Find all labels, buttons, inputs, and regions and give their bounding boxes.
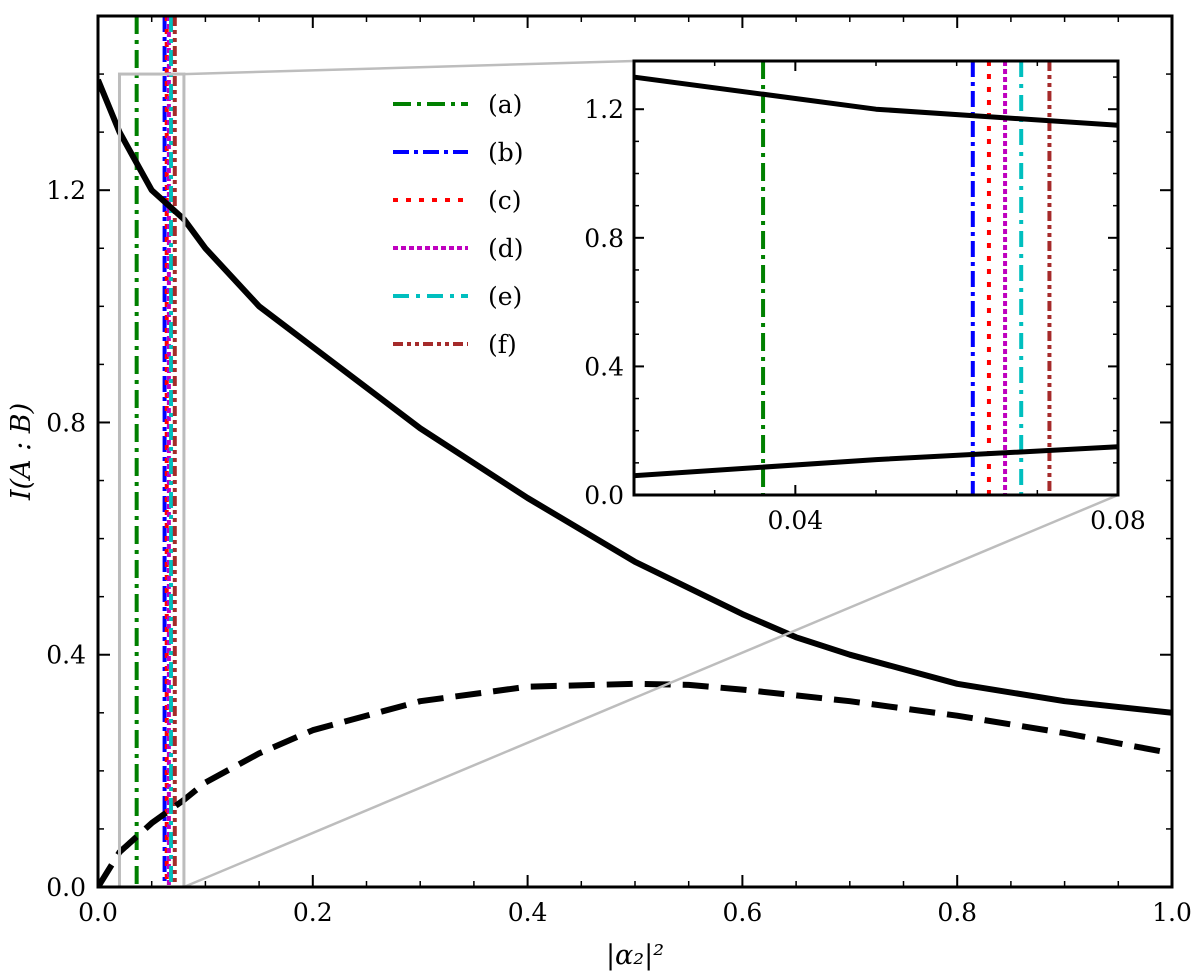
inset-plot-area: [634, 61, 1118, 495]
x-tick-label: 0.2: [293, 898, 333, 927]
inset-x-tick-label: 0.08: [1090, 506, 1146, 535]
y-tick-label: 0.0: [46, 873, 86, 902]
legend-label-f: (f): [488, 330, 517, 359]
series-solid: [98, 78, 1172, 716]
x-tick-label: 0.8: [937, 898, 977, 927]
x-tick-label: 0.0: [78, 898, 118, 927]
legend-label-d: (d): [488, 234, 524, 263]
inset-y-tick-label: 0.4: [584, 352, 624, 381]
y-axis-label: I(A : B): [6, 403, 37, 501]
legend-label-c: (c): [488, 186, 522, 215]
legend-label-a: (a): [488, 90, 522, 119]
inset-series-dashed: [634, 444, 1118, 479]
inset-x-tick-label: 0.04: [767, 506, 823, 535]
legend-label-e: (e): [488, 282, 522, 311]
legend-label-b: (b): [488, 138, 524, 167]
inset-y-tick-label: 1.2: [584, 95, 624, 124]
main-plot-area: [98, 16, 1172, 887]
x-tick-label: 1.0: [1152, 898, 1192, 927]
y-tick-label: 0.4: [46, 641, 86, 670]
y-tick-label: 1.2: [46, 176, 86, 205]
zoom-connector-bottom: [183, 493, 1119, 889]
inset-background: [634, 61, 1118, 495]
x-tick-label: 0.4: [508, 898, 548, 927]
series-dashed: [98, 680, 1172, 887]
x-tick-label: 0.6: [723, 898, 763, 927]
x-axis-label: |α₂|²: [606, 940, 664, 971]
inset-y-tick-label: 0.8: [584, 224, 624, 253]
inset-series-solid: [634, 74, 1118, 128]
inset-y-tick-label: 0.0: [584, 481, 624, 510]
y-tick-label: 0.8: [46, 408, 86, 437]
zoom-connector-top: [183, 59, 635, 76]
